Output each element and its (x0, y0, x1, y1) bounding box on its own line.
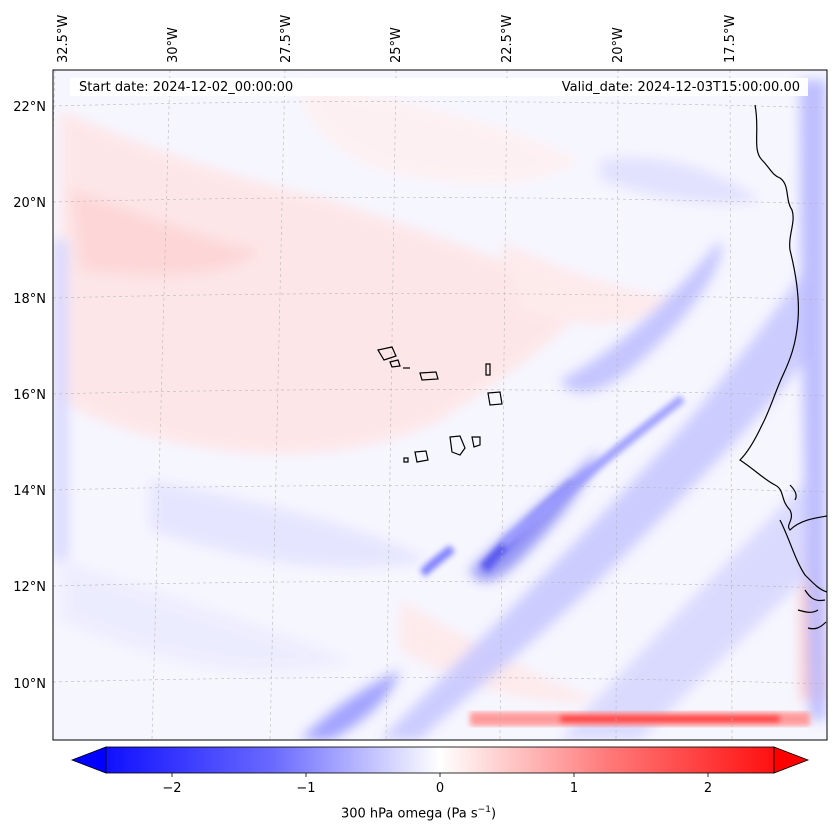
lon-label-22-5w: 22.5°W (500, 15, 515, 63)
colorbar-tick-m2: −2 (162, 781, 181, 796)
lon-label-32-5w: 32.5°W (56, 15, 71, 63)
lat-label-18n: 18°N (13, 292, 46, 307)
lat-label-20n: 20°N (13, 196, 46, 211)
latitude-labels: 22°N 20°N 18°N 16°N 14°N 12°N 10°N (13, 100, 46, 692)
colorbar-gradient (105, 746, 775, 774)
colorbar-label-exponent: −1 (477, 805, 491, 815)
colorbar: −2 −1 0 1 2 (70, 746, 810, 796)
lat-label-14n: 14°N (13, 484, 46, 499)
colorbar-max-arrow (773, 746, 810, 774)
colorbar-tick-0: 0 (436, 781, 444, 796)
start-date-text: Start date: 2024-12-02_00:00:00 (79, 80, 293, 95)
lat-label-16n: 16°N (13, 388, 46, 403)
coastlines (377, 104, 827, 630)
colorbar-tick-1: 1 (570, 781, 578, 796)
colorbar-tick-m1: −1 (296, 781, 315, 796)
lon-label-27-5w: 27.5°W (279, 15, 294, 63)
colorbar-tick-2: 2 (704, 781, 712, 796)
colorbar-label-text: 300 hPa omega (Pa s (340, 806, 478, 822)
lon-label-20w: 20°W (611, 27, 626, 63)
longitude-labels: 32.5°W 30°W 27.5°W 25°W 22.5°W 20°W 17.5… (56, 15, 738, 63)
lon-label-25w: 25°W (389, 27, 404, 63)
map-frame (52, 69, 828, 741)
omega-field (53, 70, 827, 740)
lon-label-17-5w: 17.5°W (723, 15, 738, 63)
colorbar-min-arrow (70, 746, 107, 774)
lat-label-12n: 12°N (13, 580, 46, 595)
colorbar-label: 300 hPa omega (Pa s−1) (340, 805, 497, 822)
gridlines (53, 70, 827, 740)
lon-label-30w: 30°W (166, 27, 181, 63)
lat-label-22n: 22°N (13, 100, 46, 115)
lat-label-10n: 10°N (13, 677, 46, 692)
valid-date-text: Valid_date: 2024-12-03T15:00:00.00 (562, 80, 800, 95)
